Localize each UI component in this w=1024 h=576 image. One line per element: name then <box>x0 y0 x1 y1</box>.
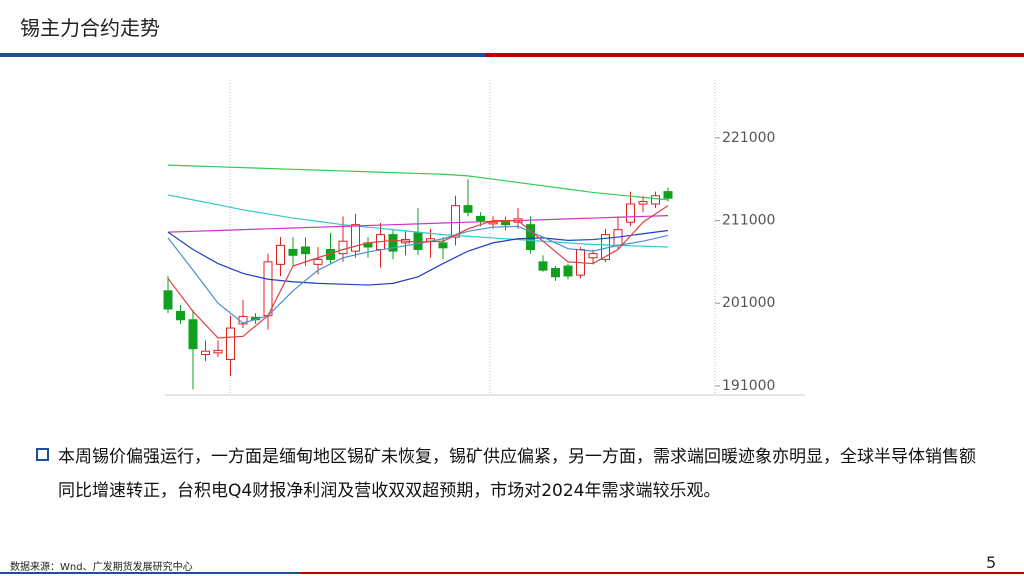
candle-body <box>213 349 223 354</box>
candle-body <box>351 224 360 252</box>
candle-body <box>626 203 635 223</box>
candle-body <box>563 265 573 277</box>
candle-body <box>263 261 273 317</box>
candle-body <box>551 268 560 278</box>
y-tick-label: 211000 <box>722 213 775 229</box>
candle-body <box>538 261 548 271</box>
moving-average-line <box>167 194 669 248</box>
candle-body <box>651 195 660 205</box>
candle-body <box>413 232 423 250</box>
candle-body <box>476 215 485 222</box>
candle-body <box>388 234 398 252</box>
candle-body <box>338 240 348 255</box>
slide-title: 锡主力合约走势 <box>20 16 160 40</box>
candle-body <box>176 310 185 321</box>
candle-body <box>226 327 235 360</box>
moving-average-line <box>167 205 669 339</box>
candle-body <box>463 205 473 213</box>
header-rule <box>0 53 485 57</box>
candle-body <box>188 319 198 350</box>
candle-body <box>663 191 673 199</box>
candle-body <box>288 248 298 256</box>
moving-average-line <box>167 214 669 233</box>
source-note: 数据来源：Wnd、广发期货发展研究中心 <box>10 562 193 573</box>
header-rule <box>485 53 1024 57</box>
footer-rule <box>0 572 300 574</box>
moving-average-line <box>167 229 669 286</box>
candle-body <box>163 290 173 310</box>
candle-body <box>438 242 448 249</box>
candle-body <box>588 253 598 259</box>
candle-body <box>638 201 648 205</box>
moving-average-line <box>167 225 669 324</box>
candle-body <box>201 350 210 355</box>
y-tick-label: 221000 <box>722 130 775 146</box>
candle-body <box>451 205 460 238</box>
moving-average-line <box>167 164 669 201</box>
candle-body <box>276 244 285 265</box>
footer-rule <box>300 572 1024 574</box>
page-number: 5 <box>986 553 997 572</box>
y-tick-label: 201000 <box>722 295 775 311</box>
y-tick-label: 191000 <box>722 378 775 394</box>
candle-body <box>301 246 310 255</box>
candle-body <box>526 224 535 250</box>
candle-body <box>313 258 323 265</box>
candle-body <box>488 221 498 225</box>
body-text: 本周锡价偏强运行，一方面是缅甸地区锡矿未恢复，锡矿供应偏紧，另一方面，需求端回暖… <box>58 447 976 501</box>
bullet-icon <box>36 448 49 461</box>
